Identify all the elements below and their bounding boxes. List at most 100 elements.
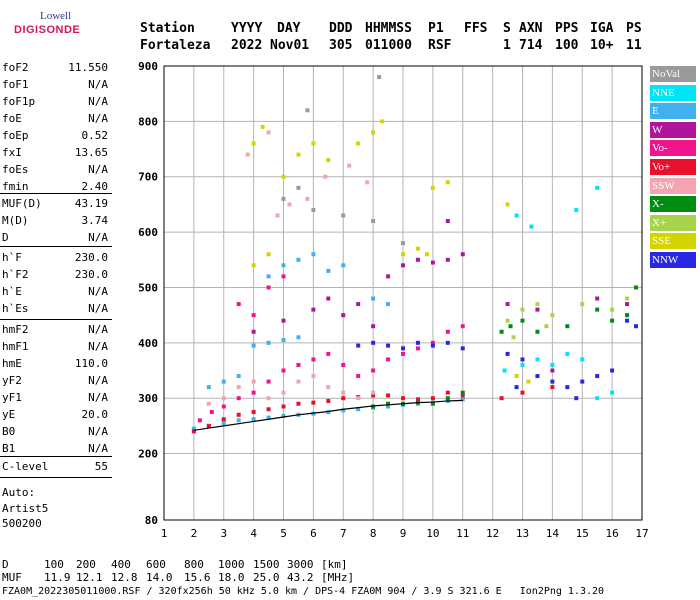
echo-point bbox=[535, 374, 540, 379]
echo-point bbox=[356, 374, 361, 379]
autoscale-version: 500200 bbox=[2, 517, 42, 530]
x-tick-label: 11 bbox=[456, 527, 469, 540]
echo-point bbox=[371, 340, 376, 345]
param-value: N/A bbox=[88, 442, 108, 455]
echo-point bbox=[580, 302, 585, 307]
param-row: C-level 55 bbox=[2, 460, 108, 475]
echo-point bbox=[356, 343, 361, 348]
series-nnw bbox=[356, 318, 639, 401]
echo-point bbox=[251, 141, 256, 146]
legend-item-vo-: Vo- bbox=[650, 140, 696, 157]
x-tick-label: 9 bbox=[400, 527, 407, 540]
scale-row-value: 800 bbox=[184, 558, 204, 571]
param-value: N/A bbox=[88, 374, 108, 387]
echo-point bbox=[296, 335, 301, 340]
param-row: h`F2 230.0 bbox=[2, 268, 108, 283]
param-name: hmF1 bbox=[2, 340, 29, 353]
echo-point bbox=[580, 357, 585, 362]
param-row: yF1 N/A bbox=[2, 391, 108, 406]
legend-item-e: E bbox=[650, 103, 696, 120]
echo-point bbox=[380, 119, 385, 124]
x-tick-label: 2 bbox=[191, 527, 198, 540]
param-row: M(D) 3.74 bbox=[2, 214, 108, 229]
echo-point bbox=[266, 285, 271, 290]
param-name: B0 bbox=[2, 425, 16, 438]
echo-point bbox=[499, 329, 504, 334]
header-value-pps: 100 bbox=[555, 38, 579, 53]
echo-point bbox=[445, 396, 450, 401]
logo-digisonde-text: DIGISONDE bbox=[14, 24, 81, 36]
echo-point bbox=[206, 385, 211, 390]
echo-point bbox=[236, 302, 241, 307]
legend-item-nne: NNE bbox=[650, 84, 696, 101]
legend-item-noval: NoVal bbox=[650, 66, 696, 82]
legend-item-nnw: NNW bbox=[650, 252, 696, 268]
x-tick-label: 12 bbox=[486, 527, 499, 540]
echo-point bbox=[266, 252, 271, 257]
header-label-iga: IGA bbox=[590, 21, 614, 36]
echo-point bbox=[430, 396, 435, 401]
series-e bbox=[191, 252, 465, 431]
param-name: hmE bbox=[2, 357, 22, 370]
param-name: foF1 bbox=[2, 78, 29, 91]
echo-point bbox=[245, 152, 250, 157]
param-row: yE 20.0 bbox=[2, 408, 108, 423]
echo-point bbox=[460, 393, 465, 398]
echo-point bbox=[430, 260, 435, 265]
param-value: 55 bbox=[94, 460, 108, 473]
param-row: hmE 110.0 bbox=[2, 357, 108, 372]
param-row: h`E N/A bbox=[2, 285, 108, 300]
echo-point bbox=[377, 75, 382, 80]
echo-point bbox=[191, 426, 196, 431]
echo-point bbox=[520, 362, 525, 367]
header-value-s: 1 bbox=[503, 38, 511, 53]
x-tick-label: 15 bbox=[576, 527, 589, 540]
echo-point bbox=[356, 396, 361, 401]
scale-row-value: 12.1 bbox=[76, 571, 103, 584]
param-name: C-level bbox=[2, 460, 49, 473]
echo-point bbox=[386, 393, 391, 398]
frequency-tick-labels: 1 2 3 4 5 6 7 8 9 10 11 12 13 14 15 16 17 bbox=[161, 527, 649, 540]
param-row: yF2 N/A bbox=[2, 374, 108, 389]
echo-point bbox=[206, 401, 211, 406]
echo-point bbox=[401, 351, 405, 356]
echo-point bbox=[401, 263, 405, 268]
echo-point bbox=[326, 351, 331, 356]
echo-point bbox=[424, 252, 429, 257]
echo-point bbox=[197, 418, 202, 423]
echo-point bbox=[386, 274, 391, 279]
echo-point bbox=[341, 313, 346, 318]
echo-point bbox=[326, 268, 331, 273]
param-value: 2.40 bbox=[81, 180, 109, 193]
scale-row-value: 100 bbox=[44, 558, 64, 571]
echo-point bbox=[221, 396, 226, 401]
echo-point bbox=[209, 410, 214, 415]
header-label-ps: PS bbox=[626, 21, 642, 36]
y-tick-label: 500 bbox=[138, 281, 158, 294]
echo-point bbox=[386, 357, 391, 362]
param-value: N/A bbox=[88, 285, 108, 298]
param-value: N/A bbox=[88, 112, 108, 125]
echo-point bbox=[520, 307, 525, 312]
scale-row-value: 1500 bbox=[253, 558, 280, 571]
x-tick-label: 7 bbox=[340, 527, 347, 540]
echo-point bbox=[430, 340, 435, 345]
legend-item-x-: X- bbox=[650, 196, 696, 213]
echo-point bbox=[266, 130, 271, 135]
series-nne bbox=[502, 185, 615, 401]
y-tick-label: 700 bbox=[138, 171, 158, 184]
param-name: foF2 bbox=[2, 61, 29, 74]
param-name: M(D) bbox=[2, 214, 29, 227]
echo-point bbox=[251, 263, 256, 268]
echo-point bbox=[266, 415, 271, 420]
legend-item-x-: X+ bbox=[650, 214, 696, 231]
header-label-day: DAY bbox=[277, 21, 301, 36]
scale-row-label: MUF bbox=[2, 571, 22, 584]
echo-point bbox=[520, 357, 525, 362]
x-tick-label: 17 bbox=[635, 527, 648, 540]
echo-point bbox=[281, 196, 286, 201]
echo-point bbox=[499, 396, 504, 401]
scale-row-value: 12.8 bbox=[111, 571, 138, 584]
param-value: 230.0 bbox=[74, 268, 108, 281]
autoscale-label: Auto: bbox=[2, 486, 36, 499]
